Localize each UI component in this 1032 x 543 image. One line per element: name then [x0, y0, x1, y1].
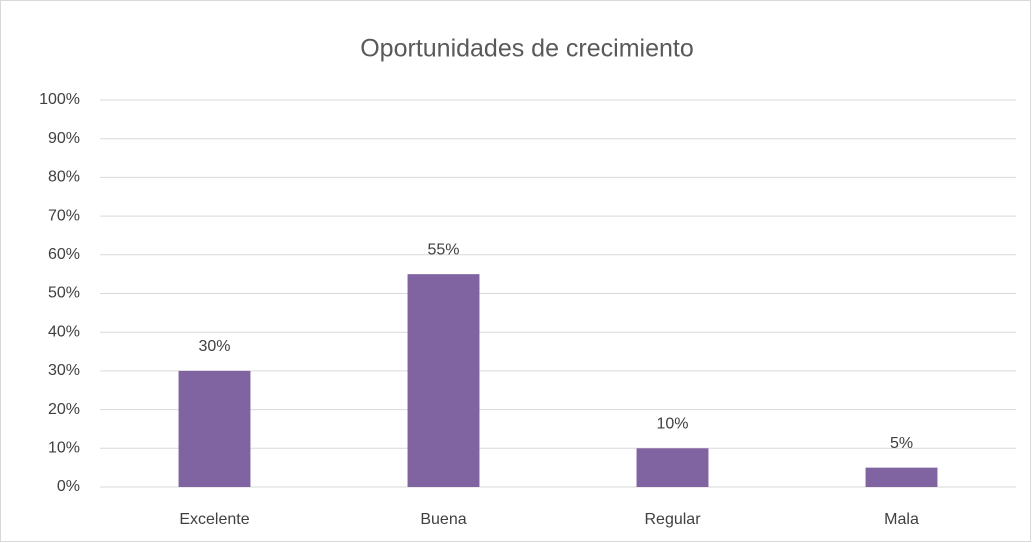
data-label: 30% [198, 338, 230, 355]
x-tick-label: Excelente [179, 511, 249, 528]
x-tick-label: Regular [644, 511, 701, 528]
y-tick-label: 40% [48, 323, 80, 340]
y-tick-label: 20% [48, 401, 80, 418]
y-tick-label: 0% [57, 478, 80, 495]
bar [865, 467, 938, 487]
y-tick-label: 50% [48, 285, 80, 302]
chart-title: Oportunidades de crecimiento [360, 35, 694, 63]
x-tick-label: Mala [884, 511, 919, 528]
x-tick-label: Buena [420, 511, 466, 528]
data-label: 5% [890, 435, 913, 452]
y-tick-label: 60% [48, 246, 80, 263]
data-label: 10% [656, 416, 688, 433]
bar [636, 448, 709, 487]
y-tick-label: 80% [48, 169, 80, 186]
y-tick-label: 30% [48, 362, 80, 379]
y-tick-label: 100% [39, 91, 80, 108]
data-label: 55% [427, 241, 459, 258]
bar [178, 370, 251, 487]
y-tick-label: 10% [48, 440, 80, 457]
y-tick-label: 70% [48, 207, 80, 224]
y-tick-label: 90% [48, 130, 80, 147]
bar [407, 274, 480, 487]
